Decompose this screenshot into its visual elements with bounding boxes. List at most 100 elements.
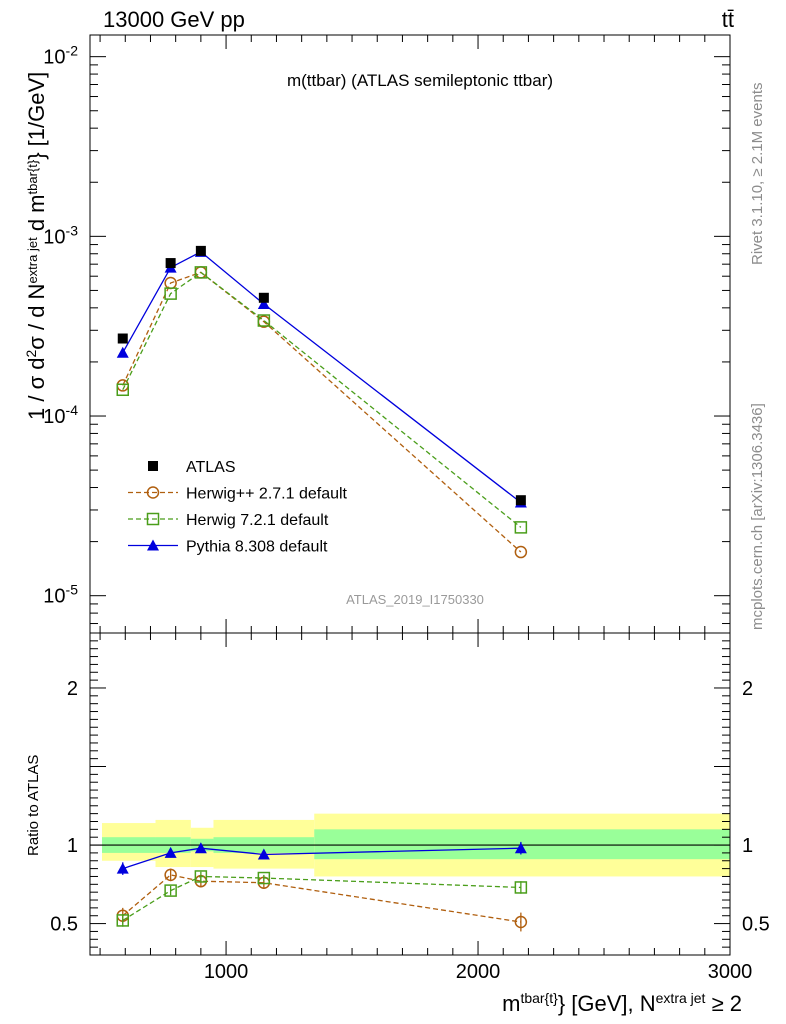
ratio-y-tick-label-right: 0.5 xyxy=(742,914,770,936)
point-herwig-7-2-1-default-shape xyxy=(514,521,528,534)
point-atlas xyxy=(258,292,269,303)
point-herwig-7-2-1-default-shape xyxy=(164,287,177,300)
axis-ticks: 1000 2000 3000 10-5 10-4 10-3 10-2 0.5 0.5 1 1 2 2 xyxy=(43,35,770,983)
ratio-point-herwig-2-7-1-default-shape xyxy=(164,868,177,882)
ratio-y-tick-label: 0.5 xyxy=(50,914,78,936)
point-pythia-8-308-default-shape xyxy=(116,346,129,358)
legend: ATLAS Herwig++ 2.7.1 default Herwig 7.2.1 … xyxy=(128,459,348,556)
ratio-line-herwig-7-2-1-default xyxy=(122,875,521,921)
legend-marker-herwig-7-2-1-default xyxy=(146,512,160,526)
ratio-panel-frame xyxy=(89,632,731,956)
point-atlas-shape xyxy=(165,258,176,269)
point-herwig-7-2-1-default xyxy=(257,314,271,327)
legend-marker-herwig-7-2-1-default-shape xyxy=(146,512,160,526)
band-inner-4 xyxy=(314,829,730,860)
point-herwig-7-2-1-default xyxy=(194,266,208,279)
point-herwig-7-2-1-default xyxy=(116,383,130,397)
y-tick-label: 10-5 xyxy=(43,582,78,608)
ylabel-sup-2: extra jet xyxy=(25,237,40,284)
ratio-point-herwig-7-2-1-default xyxy=(116,914,130,927)
point-atlas-shape xyxy=(515,495,526,506)
ratio-point-pythia-8-308-default xyxy=(194,842,207,854)
analysis-watermark: ATLAS_2019_I1750330 xyxy=(346,592,484,607)
ylabel-sup-1: 2 xyxy=(23,350,39,358)
ratio-panel-series xyxy=(116,841,528,932)
ratio-point-herwig-7-2-1-default-shape xyxy=(257,871,271,885)
y-tick-label: 10-2 xyxy=(43,43,78,69)
point-pythia-8-308-default xyxy=(257,298,270,310)
point-herwig-2-7-1-default-shape xyxy=(514,545,528,559)
ratio-y-tick-label: 2 xyxy=(67,678,78,700)
ratio-point-herwig-2-7-1-default xyxy=(164,868,177,882)
ratio-y-tick-label: 1 xyxy=(67,835,78,857)
legend-label-herwig-7-2-1-default: Herwig 7.2.1 default xyxy=(186,512,329,529)
ratio-line-herwig-2-7-1-default xyxy=(122,874,521,923)
legend-label-atlas: ATLAS xyxy=(186,459,236,476)
ratio-y-tick-label-right: 2 xyxy=(742,678,753,700)
top-panel-ylabel: 1 / σ d2σ / d Nextra jet d mtbar{t}} [1/… xyxy=(23,72,49,420)
point-herwig-7-2-1-default-shape xyxy=(116,383,130,397)
header-right: tt̄ xyxy=(722,7,734,32)
point-herwig-2-7-1-default xyxy=(514,545,528,559)
top-panel-series xyxy=(116,245,528,559)
legend-label-pythia-8-308-default: Pythia 8.308 default xyxy=(186,539,328,556)
point-herwig-7-2-1-default xyxy=(164,287,177,300)
ratio-point-herwig-2-7-1-default xyxy=(514,915,528,929)
rivet-version-label: Rivet 3.1.10, ≥ 2.1M events xyxy=(749,83,766,266)
ratio-y-tick-label-right: 1 xyxy=(742,835,753,857)
series-line-pythia-8-308-default xyxy=(122,251,522,504)
legend-label-herwig-2-7-1-default: Herwig++ 2.7.1 default xyxy=(186,486,348,503)
ratio-point-herwig-7-2-1-default-shape xyxy=(514,881,528,894)
ratio-point-pythia-8-308-default-shape xyxy=(194,842,207,854)
ratio-point-herwig-7-2-1-default xyxy=(257,871,271,885)
point-pythia-8-308-default-shape xyxy=(257,298,270,310)
xlabel-sup-2: extra jet xyxy=(656,990,706,1006)
ratio-point-pythia-8-308-default-shape xyxy=(116,862,129,874)
ratio-point-herwig-7-2-1-default xyxy=(164,884,177,897)
legend-marker-atlas xyxy=(148,461,158,471)
point-atlas-shape xyxy=(258,292,269,303)
header-left: 13000 GeV pp xyxy=(103,7,245,32)
x-tick-label: 3000 xyxy=(708,961,753,983)
point-atlas xyxy=(117,333,128,344)
xlabel-sup-1: tbar{t} xyxy=(520,990,558,1006)
ratio-point-pythia-8-308-default xyxy=(514,842,527,854)
legend-marker-atlas-shape xyxy=(148,461,158,471)
ratio-point-herwig-7-2-1-default-shape xyxy=(116,914,130,927)
ratio-point-pythia-8-308-default xyxy=(116,862,129,874)
point-atlas xyxy=(515,495,526,506)
ratio-point-herwig-7-2-1-default xyxy=(194,870,208,883)
legend-marker-herwig-2-7-1-default xyxy=(146,486,160,499)
legend-marker-herwig-2-7-1-default-shape xyxy=(146,486,160,499)
point-atlas xyxy=(165,258,176,269)
point-atlas xyxy=(195,245,206,256)
ratio-point-pythia-8-308-default xyxy=(257,848,270,860)
point-atlas-shape xyxy=(195,245,206,256)
ratio-panel-ylabel: Ratio to ATLAS xyxy=(25,755,42,856)
series-line-herwig-7-2-1-default xyxy=(122,271,522,528)
point-herwig-7-2-1-default-shape xyxy=(194,266,208,279)
point-herwig-7-2-1-default xyxy=(514,521,528,534)
series-line-herwig-2-7-1-default xyxy=(122,271,522,553)
point-pythia-8-308-default xyxy=(116,346,129,358)
ratio-point-pythia-8-308-default-shape xyxy=(164,846,177,858)
ratio-point-herwig-7-2-1-default-shape xyxy=(164,884,177,897)
x-tick-label: 1000 xyxy=(204,961,249,983)
x-tick-label: 2000 xyxy=(456,961,501,983)
ratio-point-pythia-8-308-default xyxy=(164,846,177,858)
ylabel-sup-3: tbar{t} xyxy=(25,159,40,194)
ratio-point-herwig-7-2-1-default-shape xyxy=(194,870,208,883)
legend-marker-pythia-8-308-default xyxy=(147,539,159,551)
ratio-point-herwig-7-2-1-default xyxy=(514,881,528,894)
mcplots-label: mcplots.cern.ch [arXiv:1306.3436] xyxy=(749,403,766,630)
legend-marker-pythia-8-308-default-shape xyxy=(147,539,159,551)
y-tick-label: 10-3 xyxy=(43,222,78,248)
plot-title: m(ttbar) (ATLAS semileptonic ttbar) xyxy=(287,71,553,90)
ratio-uncertainty-bands xyxy=(90,813,730,877)
ratio-point-pythia-8-308-default-shape xyxy=(257,848,270,860)
point-atlas-shape xyxy=(117,333,128,344)
point-herwig-7-2-1-default-shape xyxy=(257,314,271,327)
ratio-point-pythia-8-308-default-shape xyxy=(514,842,527,854)
ratio-point-herwig-2-7-1-default-shape xyxy=(514,915,528,929)
